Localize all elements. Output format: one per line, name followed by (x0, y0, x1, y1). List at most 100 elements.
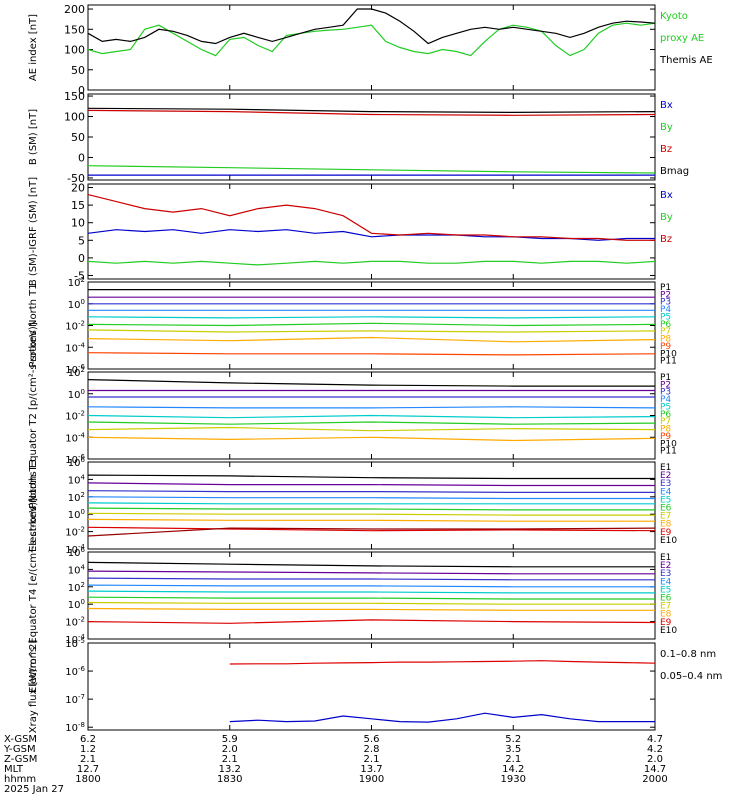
xaxis-row-label: hhmm (4, 774, 36, 785)
xaxis-cell: 5.9 (222, 734, 238, 745)
xaxis-cell: 2000 (642, 774, 667, 785)
legend-label: P8 (660, 425, 671, 435)
legend-label: E10 (660, 626, 677, 636)
y-tick-label: 104 (68, 473, 86, 486)
series-line (87, 260, 656, 266)
series-line (87, 512, 655, 516)
y-tick-label: 200 (64, 3, 85, 16)
series-line (87, 482, 655, 487)
legend-label: E10 (660, 536, 677, 546)
xaxis-cell: 1830 (217, 774, 242, 785)
xaxis-cell: 4.7 (647, 734, 663, 745)
series-line (87, 619, 656, 624)
legend-label: Bz (660, 234, 672, 245)
xaxis-cell: 2.1 (222, 754, 238, 765)
legend-label: By (660, 212, 673, 223)
xaxis-cell: 5.2 (505, 734, 521, 745)
y-tick-label: 102 (68, 366, 85, 379)
legend-label: P7 (660, 417, 671, 427)
series-line (87, 406, 656, 409)
xaxis-row-label: 2025 Jan 27 (4, 784, 64, 795)
y-tick-label: 100 (64, 111, 85, 124)
y-tick-label: 102 (68, 276, 85, 289)
xaxis-cell: 13.2 (219, 764, 241, 775)
y-tick-label: 0 (78, 84, 85, 97)
y-tick-label: 100 (68, 508, 85, 521)
panel-frame (87, 4, 656, 91)
series-line (229, 712, 655, 723)
series-line (87, 601, 655, 605)
series-line (87, 474, 655, 480)
y-axis-label: AE index [nT] (28, 14, 39, 81)
series-line (87, 496, 655, 500)
series-line (87, 502, 655, 505)
y-tick-label: 100 (68, 598, 85, 611)
series-line (87, 165, 656, 174)
y-axis-label: Protons North T1 (28, 283, 39, 367)
legend-label: P2 (660, 380, 671, 390)
y-tick-label: 10 (71, 217, 85, 230)
legend-label: E1 (660, 463, 671, 473)
legend-label: E5 (660, 495, 671, 505)
series-line (87, 526, 656, 532)
y-tick-label: 104 (68, 563, 86, 576)
series-line (87, 596, 655, 600)
y-tick-label: -5 (74, 269, 85, 282)
series-line (87, 436, 656, 442)
series-line (87, 490, 655, 493)
xaxis-cell: 1.2 (80, 744, 96, 755)
series-line (87, 426, 656, 432)
xaxis-cell: 6.2 (80, 734, 96, 745)
legend-label: E8 (660, 610, 672, 620)
xaxis-cell: 2.1 (80, 754, 96, 765)
legend-label: E2 (660, 561, 671, 571)
legend-label: Bx (660, 100, 673, 111)
y-tick-label: 5 (78, 234, 85, 247)
xaxis-cell: 2.0 (647, 754, 663, 765)
legend-label: Bz (660, 144, 672, 155)
y-tick-label: 10-2 (65, 616, 85, 629)
y-tick-label: 0 (78, 252, 85, 265)
legend-label: E3 (660, 569, 671, 579)
series-line (87, 22, 656, 57)
legend-label: P8 (660, 335, 671, 345)
y-tick-label: 10-2 (65, 320, 85, 333)
legend-label: E2 (660, 471, 671, 481)
series-line (87, 584, 655, 588)
y-axis-label: Electrons North T3 (28, 459, 39, 552)
series-line (87, 379, 655, 387)
legend-label: P4 (660, 305, 671, 315)
xaxis-cell: 13.7 (360, 764, 382, 775)
series-line (87, 107, 656, 114)
xaxis-cell: 5.6 (364, 734, 380, 745)
y-tick-label: 10-6 (65, 453, 85, 466)
y-tick-label: 10-7 (65, 693, 85, 706)
y-tick-label: 150 (64, 90, 85, 103)
y-tick-label: 100 (68, 388, 85, 401)
xaxis-cell: 1930 (501, 774, 526, 785)
legend-label: Themis AE (659, 55, 713, 66)
xaxis-cell: 2.1 (364, 754, 380, 765)
y-axis-label: B (SM)-IGRF (SM) [nT] (28, 177, 39, 286)
series-line (87, 527, 656, 537)
legend-label: E7 (660, 512, 671, 522)
legend-label: P9 (660, 432, 671, 442)
legend-label: P10 (660, 349, 677, 359)
legend-label: E9 (660, 618, 672, 628)
xaxis-cell: 14.2 (502, 764, 524, 775)
legend-label: Kyoto (660, 11, 688, 22)
series-line (87, 194, 655, 241)
series-line (87, 570, 655, 575)
legend-label: By (660, 122, 673, 133)
y-tick-label: 0 (78, 151, 85, 164)
series-line (87, 590, 655, 594)
panel-frame (87, 183, 656, 280)
legend-label: P3 (660, 388, 671, 398)
legend-label: P1 (660, 283, 671, 293)
xaxis-cell: 14.7 (644, 764, 666, 775)
y-tick-label: 106 (68, 546, 86, 559)
y-axis-label: B (SM) [nT] (28, 109, 39, 165)
series-line (87, 518, 655, 522)
legend-label: P4 (660, 395, 671, 405)
y-tick-label: 10-4 (65, 431, 85, 444)
